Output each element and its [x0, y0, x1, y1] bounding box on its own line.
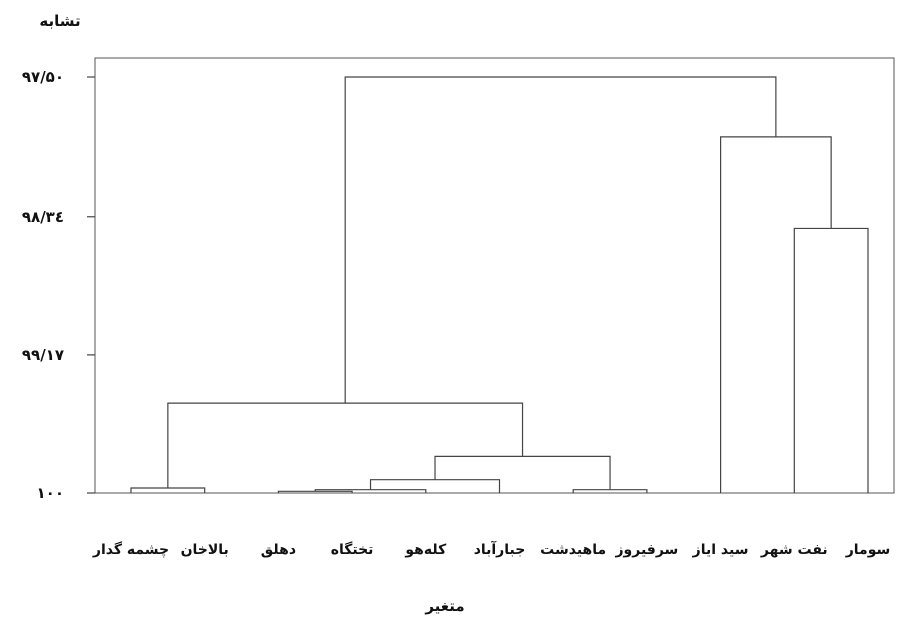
leaf-label: سرفیروز	[614, 542, 678, 558]
x-axis-title: متغیر	[424, 597, 464, 615]
y-axis-ticks: ۹۷/۵۰ ۹۸/۳٤ ۹۹/۱۷ ۱۰۰	[22, 68, 95, 502]
leaf-label: تختگاه	[331, 541, 374, 558]
y-axis-title: تشابه	[39, 12, 80, 30]
y-tick-label: ۱۰۰	[37, 484, 64, 502]
leaf-labels: چشمه گدار بالاخان دهلق تختگاه کله‌هو جبارآباد…	[92, 540, 890, 558]
leaf-label: بالاخان	[181, 542, 229, 558]
cluster-link	[369, 479, 501, 493]
plot-frame	[94, 57, 895, 494]
leaf-label: ماهیدشت	[540, 542, 606, 558]
cluster-link	[344, 76, 777, 404]
leaf-label: کله‌هو	[404, 542, 447, 558]
cluster-link	[793, 227, 869, 493]
y-tick-label: ۹۸/۳٤	[22, 208, 64, 226]
cluster-link	[130, 487, 206, 493]
dendrogram-links	[130, 76, 869, 493]
cluster-link	[434, 455, 611, 490]
leaf-label: چشمه گدار	[92, 541, 169, 558]
leaf-label: دهلق	[261, 542, 296, 558]
leaf-label: نفت شهر	[760, 542, 828, 558]
leaf-label: سومار	[845, 542, 891, 558]
y-tick-label: ۹۷/۵۰	[22, 68, 64, 86]
leaf-label: سید ایاز	[692, 542, 749, 558]
leaf-label: جبارآباد	[474, 540, 526, 558]
y-tick-label: ۹۹/۱۷	[22, 346, 64, 364]
cluster-link	[167, 402, 524, 489]
cluster-link	[720, 136, 832, 493]
